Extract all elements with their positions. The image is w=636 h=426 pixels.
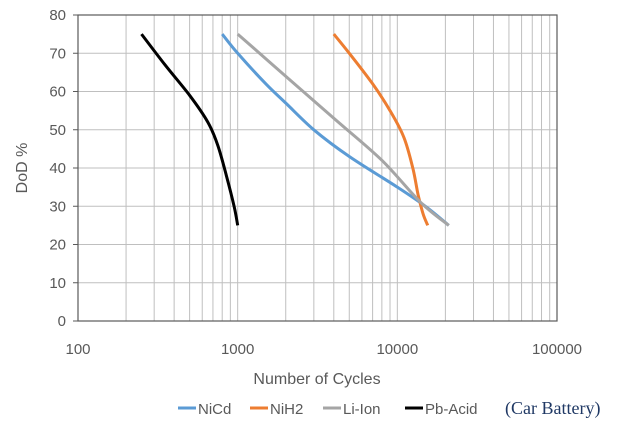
series-line-li-ion	[236, 32, 450, 227]
series-line-nih2	[332, 33, 430, 226]
x-tick-label: 100	[65, 341, 90, 358]
series-lines	[140, 32, 450, 227]
legend: NiCd NiH2 Li-Ion Pb-Acid	[178, 401, 478, 418]
y-tick-label: 30	[49, 198, 66, 215]
x-tick-label: 1000	[221, 341, 254, 358]
x-tick-labels: 100 1000 10000 100000	[65, 341, 582, 358]
y-tick-labels: 0 10 20 30 40 50 60 70 80	[49, 7, 66, 330]
legend-label-li-ion: Li-Ion	[343, 401, 381, 418]
legend-label-nih2: NiH2	[270, 401, 303, 418]
y-axis-title: DoD %	[14, 143, 31, 194]
x-tick-label: 100000	[532, 341, 582, 358]
y-tick-label: 10	[49, 275, 66, 292]
y-tick-label: 70	[49, 45, 66, 62]
annotation-car-battery: (Car Battery)	[505, 398, 600, 419]
plot-border	[73, 14, 558, 322]
grid	[77, 14, 557, 322]
series-line-pb-acid	[140, 33, 240, 226]
x-axis-title: Number of Cycles	[253, 371, 380, 388]
y-tick-label: 80	[49, 7, 66, 24]
y-tick-label: 20	[49, 237, 66, 254]
x-tick-label: 10000	[376, 341, 418, 358]
y-tick-label: 40	[49, 160, 66, 177]
legend-label-pb-acid: Pb-Acid	[425, 401, 478, 418]
y-tick-label: 0	[58, 313, 66, 330]
y-tick-label: 50	[49, 122, 66, 139]
y-tick-label: 60	[49, 84, 66, 101]
legend-label-nicd: NiCd	[198, 401, 231, 418]
